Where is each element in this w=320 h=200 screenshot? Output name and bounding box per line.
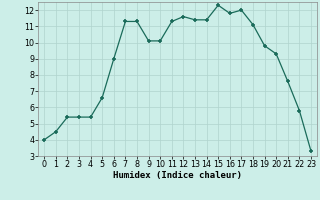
X-axis label: Humidex (Indice chaleur): Humidex (Indice chaleur) — [113, 171, 242, 180]
